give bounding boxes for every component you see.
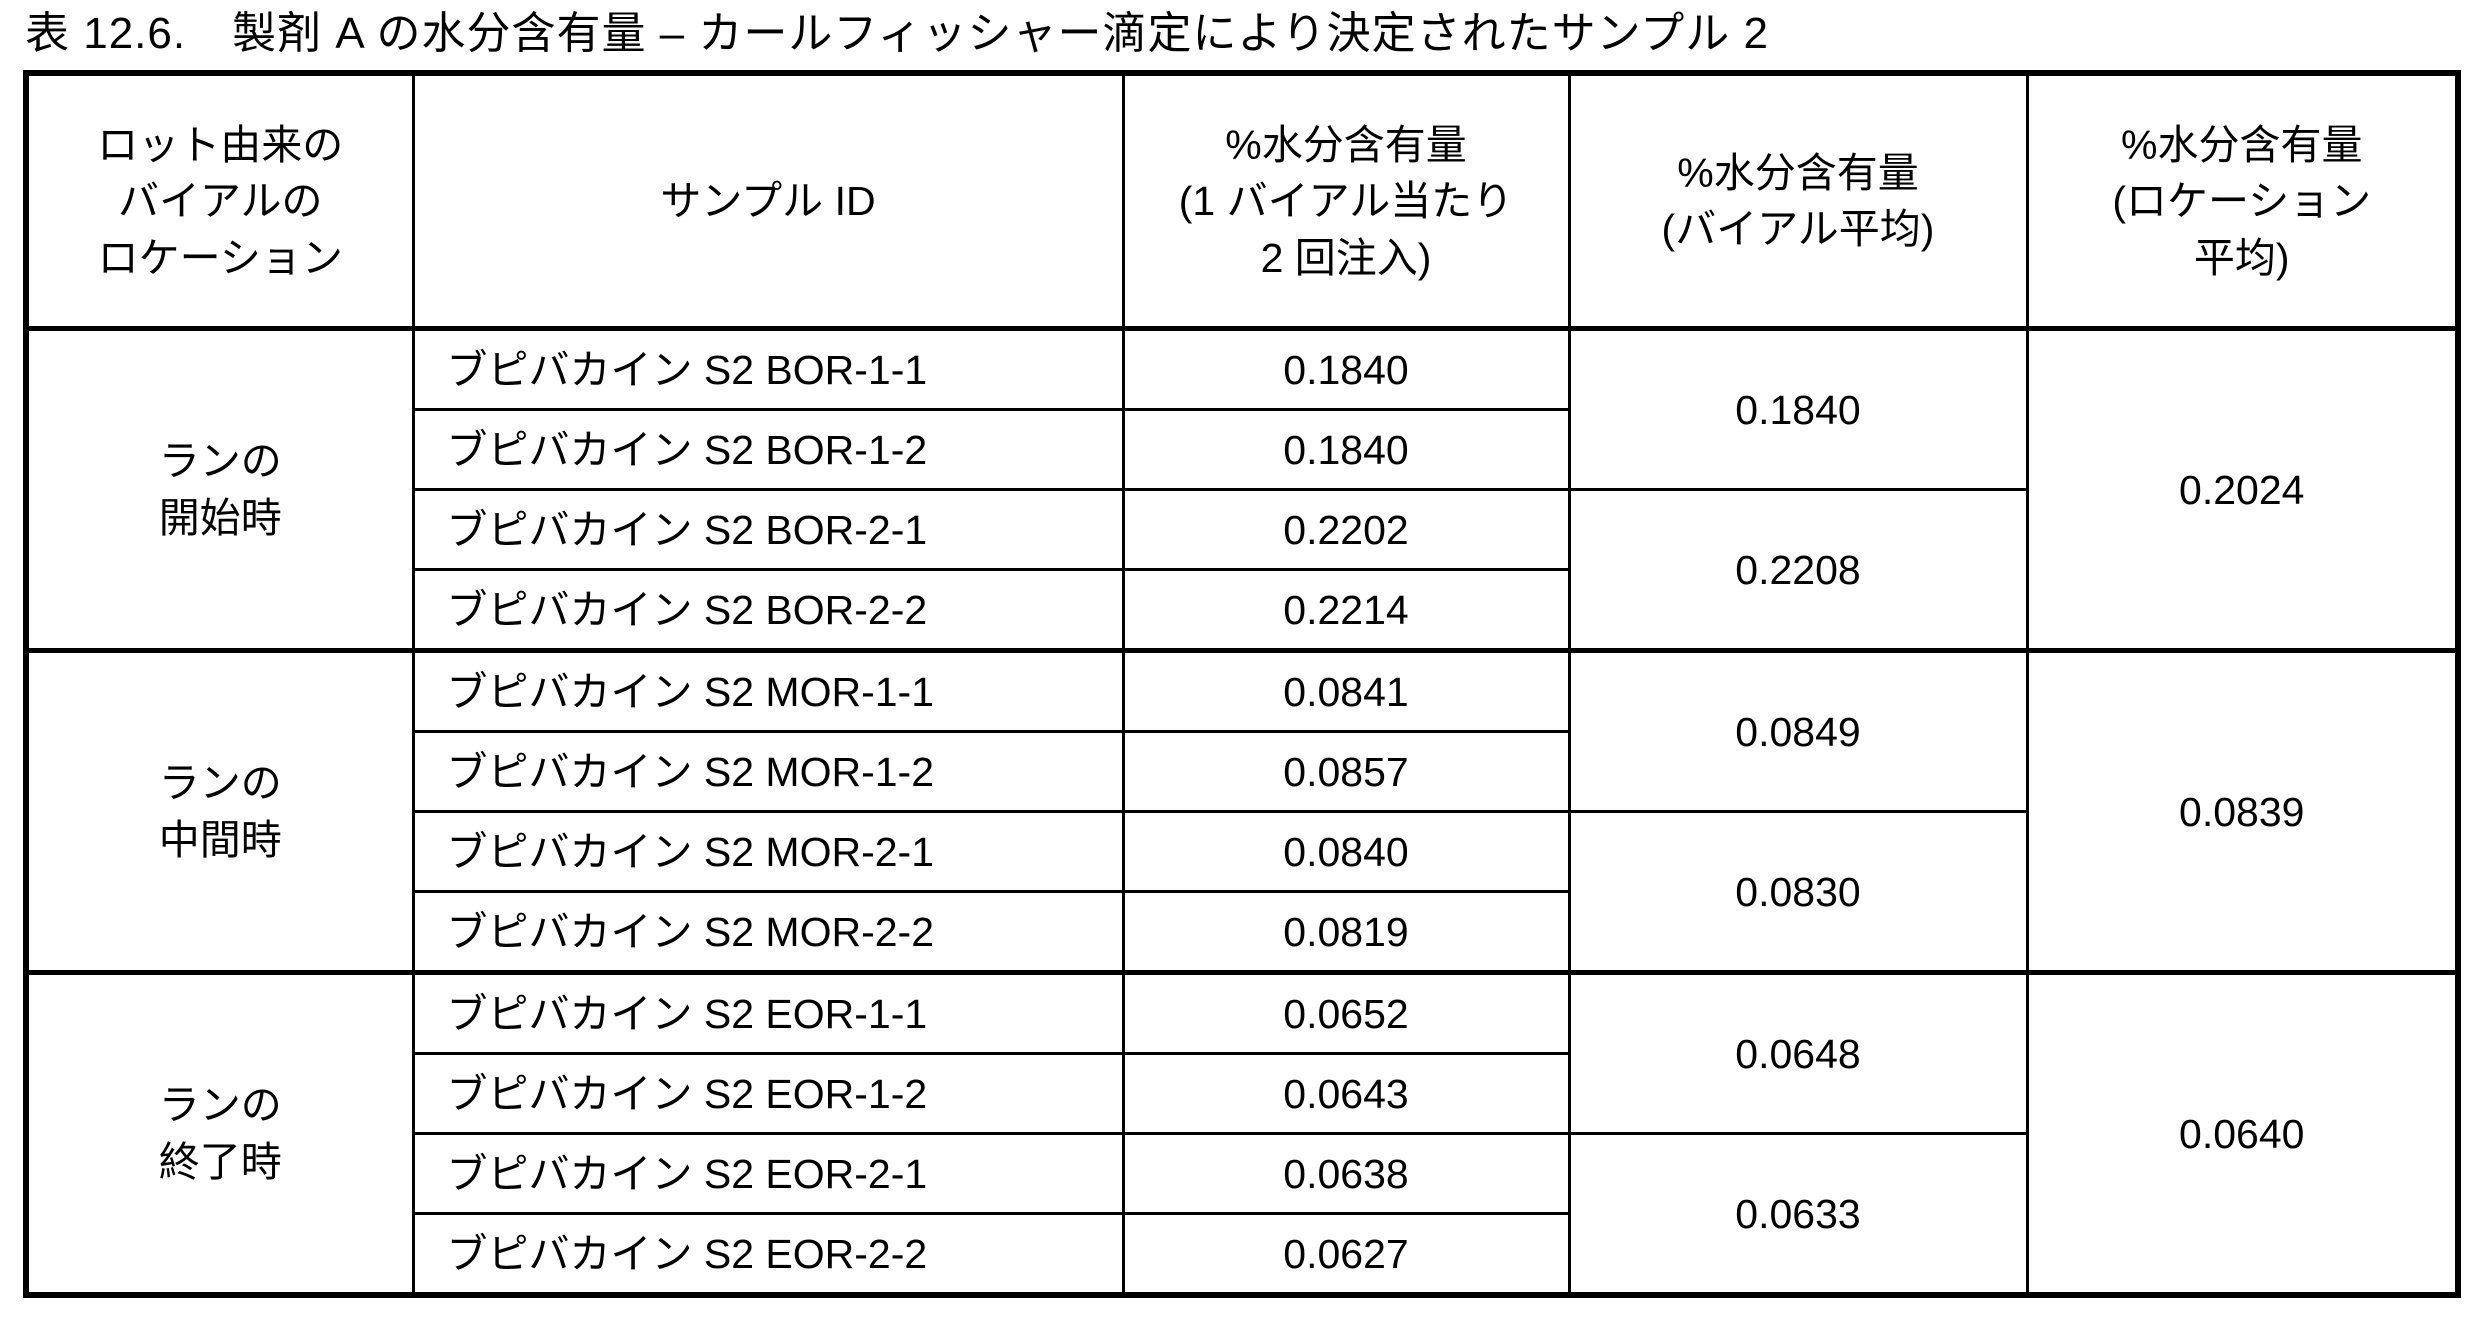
location-average-cell: 0.0839 — [2025, 648, 2460, 975]
table-row: ブピバカイン S2 MOR-2-1 0.0840 0.0830 — [26, 810, 2458, 975]
vial-average-cell: 0.0849 — [1567, 648, 2029, 814]
moisture-value-cell: 0.0627 — [1121, 1212, 1571, 1297]
sample-id-cell: ブピバカイン S2 BOR-2-2 — [411, 568, 1125, 653]
moisture-value-cell: 0.0638 — [1121, 1132, 1571, 1216]
moisture-value-cell: 0.2202 — [1121, 488, 1571, 572]
table-row: ブピバカイン S2 MOR-2-2 0.0819 — [26, 890, 2458, 975]
vial-average-cell: 0.1840 — [1567, 327, 2029, 492]
table-row: ブピバカイン S2 EOR-1-2 0.0643 — [26, 1052, 2458, 1136]
location-average-cell: 0.0640 — [2025, 970, 2460, 1297]
header-moisture-location-avg: %水分含有量 (ロケーション 平均) — [2025, 71, 2460, 332]
header-location: ロット由来の バイアルの ロケーション — [24, 71, 415, 332]
sample-id-cell: ブピバカイン S2 MOR-2-1 — [411, 810, 1125, 894]
vial-average-cell: 0.2208 — [1567, 488, 2029, 653]
sample-id-cell: ブピバカイン S2 BOR-1-2 — [411, 408, 1125, 492]
table-row: ブピバカイン S2 BOR-1-2 0.1840 — [26, 408, 2458, 492]
sample-id-cell: ブピバカイン S2 EOR-1-1 — [411, 970, 1125, 1056]
header-moisture-per-injection: %水分含有量 (1 バイアル当たり 2 回注入) — [1121, 71, 1571, 332]
sample-id-cell: ブピバカイン S2 EOR-1-2 — [411, 1052, 1125, 1136]
moisture-value-cell: 0.0840 — [1121, 810, 1571, 894]
sample-id-cell: ブピバカイン S2 BOR-1-1 — [411, 327, 1125, 412]
sample-id-cell: ブピバカイン S2 MOR-1-2 — [411, 730, 1125, 814]
table-caption: 表 12.6. 製剤 A の水分含有量 – カールフィッシャー滴定により決定された… — [25, 9, 2479, 58]
table-title-text: 製剤 A の水分含有量 – カールフィッシャー滴定により決定されたサンプル 2 — [232, 9, 1769, 58]
vial-average-cell: 0.0633 — [1567, 1132, 2029, 1297]
moisture-value-cell: 0.0841 — [1121, 648, 1571, 734]
table-row: ランの 中間時 ブピバカイン S2 MOR-1-1 0.0841 0.0849 … — [24, 648, 2460, 975]
table-row: ランの 終了時 ブピバカイン S2 EOR-1-1 0.0652 0.0648 … — [24, 970, 2460, 1297]
table-row: ブピバカイン S2 EOR-2-2 0.0627 — [26, 1212, 2458, 1297]
moisture-value-cell: 0.2214 — [1121, 568, 1571, 653]
sample-id-cell: ブピバカイン S2 EOR-2-1 — [411, 1132, 1125, 1216]
sample-id-cell: ブピバカイン S2 MOR-2-2 — [411, 890, 1125, 975]
moisture-value-cell: 0.1840 — [1121, 408, 1571, 492]
location-average-cell: 0.2024 — [2025, 327, 2460, 653]
vial-average-cell: 0.0648 — [1567, 970, 2029, 1136]
table-row: ランの 開始時 ブピバカイン S2 BOR-1-1 0.1840 0.1840 … — [24, 327, 2460, 653]
moisture-value-cell: 0.0652 — [1121, 970, 1571, 1056]
moisture-value-cell: 0.0643 — [1121, 1052, 1571, 1136]
sample-id-cell: ブピバカイン S2 EOR-2-2 — [411, 1212, 1125, 1297]
vial-average-cell: 0.0830 — [1567, 810, 2029, 975]
table-row: ブピバカイン S2 BOR-2-2 0.2214 — [26, 568, 2458, 653]
table-row: ブピバカイン S2 EOR-2-1 0.0638 0.0633 — [26, 1132, 2458, 1297]
table-row: ブピバカイン S2 MOR-1-2 0.0857 — [26, 730, 2458, 814]
header-sample-id: サンプル ID — [411, 71, 1125, 332]
header-row: ロット由来の バイアルの ロケーション サンプル ID %水分含有量 (1 バイ… — [24, 71, 2460, 332]
location-cell: ランの 中間時 — [24, 648, 415, 975]
table-number: 表 12.6. — [25, 9, 187, 58]
location-cell: ランの 終了時 — [24, 970, 415, 1297]
location-cell: ランの 開始時 — [24, 327, 415, 653]
moisture-table: ロット由来の バイアルの ロケーション サンプル ID %水分含有量 (1 バイ… — [23, 70, 2461, 1299]
sample-id-cell: ブピバカイン S2 BOR-2-1 — [411, 488, 1125, 572]
sample-id-cell: ブピバカイン S2 MOR-1-1 — [411, 648, 1125, 734]
moisture-value-cell: 0.1840 — [1121, 327, 1571, 412]
table-row: ブピバカイン S2 BOR-2-1 0.2202 0.2208 — [26, 488, 2458, 653]
header-moisture-vial-avg: %水分含有量 (バイアル平均) — [1567, 71, 2029, 332]
moisture-value-cell: 0.0819 — [1121, 890, 1571, 975]
moisture-value-cell: 0.0857 — [1121, 730, 1571, 814]
